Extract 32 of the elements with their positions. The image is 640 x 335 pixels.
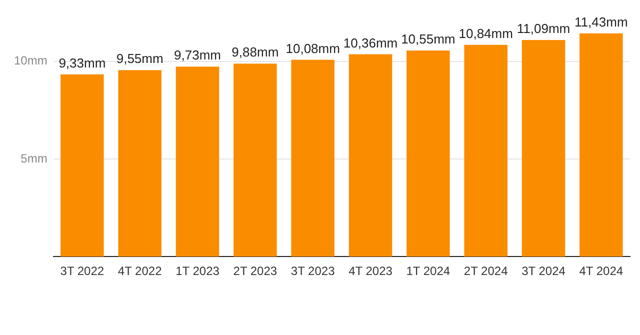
x-tick-label: 2T 2023 (233, 264, 278, 278)
x-tick-label: 4T 2022 (118, 264, 162, 278)
bar (580, 33, 623, 257)
x-tick-label: 3T 2023 (290, 264, 336, 278)
x-tick-label: 3T 2024 (522, 264, 566, 278)
data-label: 10,08mm (286, 40, 340, 56)
bar (118, 70, 162, 257)
bar (176, 66, 220, 257)
x-tick-label: 3T 2022 (60, 264, 104, 278)
bar (291, 60, 334, 257)
bar (234, 64, 277, 257)
x-tick-label: 4T 2024 (579, 264, 624, 278)
bar (406, 50, 450, 257)
bar (60, 74, 104, 257)
data-label: 11,43mm (574, 14, 628, 30)
data-label: 10,55mm (401, 32, 456, 47)
y-tick-label: 10mm (14, 54, 48, 68)
data-label: 9,33mm (58, 55, 106, 70)
x-tick-label: 1T 2024 (406, 264, 450, 278)
data-label: 10,36mm (343, 35, 398, 50)
x-tick-label: 4T 2023 (348, 264, 393, 278)
bar (348, 54, 392, 257)
x-tick-label: 1T 2023 (176, 264, 220, 278)
data-label: 11,09mm (516, 21, 570, 36)
data-label: 9,88mm (232, 44, 279, 60)
data-label: 9,73mm (174, 48, 221, 63)
data-label: 10,84mm (458, 26, 513, 41)
bar (464, 44, 508, 257)
x-tick-label: 2T 2024 (464, 264, 508, 278)
bar (522, 40, 566, 257)
y-tick-label: 5mm (20, 151, 48, 166)
data-label: 9,55mm (116, 51, 164, 66)
